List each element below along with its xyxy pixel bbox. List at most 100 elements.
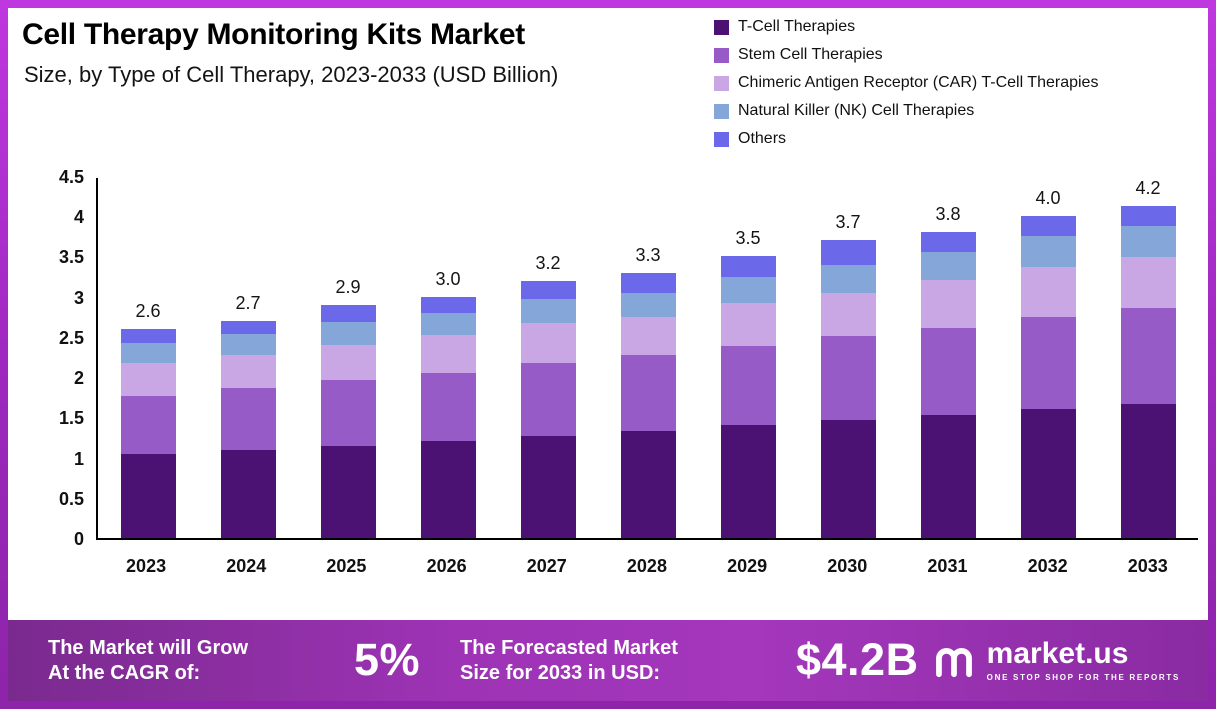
bar-total-label: 3.7 [835, 212, 861, 233]
y-axis-tick-label: 3.5 [58, 247, 84, 268]
bar-total-label: 4.2 [1135, 178, 1161, 198]
bar-segment [220, 354, 276, 388]
bar-column: 4.0 [1020, 178, 1076, 538]
x-axis: 2023 2024 2025 2026 2027 2028 2029 2030 2031 2032… [96, 556, 1198, 577]
bar-segment [820, 264, 876, 294]
legend-swatch-icon [714, 131, 729, 147]
legend-swatch-icon [714, 75, 729, 91]
marketus-logo-icon [935, 647, 972, 677]
bar-segment [520, 435, 576, 538]
bar-column: 3.2 [520, 178, 576, 538]
x-axis-label: 2033 [1127, 556, 1168, 576]
y-axis-tick-label: 4.5 [58, 167, 84, 187]
chart-title: Cell Therapy Monitoring Kits Market [22, 18, 525, 51]
bar-segment [220, 449, 276, 538]
bar-segment [920, 232, 976, 253]
bar-segment [1020, 408, 1076, 538]
bar-segment [520, 363, 576, 436]
bar-segment [1020, 266, 1076, 317]
marketus-logo: market.us ONE STOP SHOP FOR THE REPORTS [931, 639, 1180, 683]
bar-segment [520, 280, 576, 300]
y-axis-tick-label: 1.5 [58, 408, 84, 429]
bar-total-label: 2.9 [335, 276, 361, 297]
bar-column: 3.8 [920, 178, 976, 538]
bar-segment [520, 323, 576, 364]
y-axis-tick-label: 1 [73, 448, 84, 469]
legend-swatch-icon [714, 19, 729, 35]
footer-banner: The Market will Grow At the CAGR of: 5% … [8, 620, 1208, 701]
x-axis-label: 2029 [727, 556, 768, 576]
forecast-label: The Forecasted Market Size for 2033 in U… [460, 637, 678, 684]
y-axis-tick-label: 4 [73, 207, 84, 228]
x-axis-label: 2030 [827, 556, 868, 576]
bar-segment [1120, 257, 1176, 308]
bar-segment [920, 279, 976, 329]
bar-segment [220, 333, 276, 355]
x-axis-label: 2023 [126, 556, 167, 576]
bar-segment [820, 336, 876, 420]
bar-segment [1020, 216, 1076, 237]
bar-total-label: 3.3 [635, 244, 661, 265]
bar-segment [920, 414, 976, 538]
bar-segment [820, 419, 876, 538]
bar-total-label: 4.0 [1035, 188, 1061, 209]
bar-total-label: 2.7 [235, 292, 261, 313]
x-axis-label: 2028 [626, 556, 667, 576]
bar-segment [420, 335, 476, 374]
cagr-value: 5% [354, 634, 421, 685]
legend-label: T-Cell Therapies [738, 18, 856, 35]
bar-segment [420, 373, 476, 442]
bar-segment [620, 431, 676, 538]
legend-item: Others [714, 125, 1098, 153]
bar-total-label: 3.2 [535, 252, 561, 273]
bar-total-label: 3.8 [935, 204, 961, 225]
bar-segment [320, 344, 376, 381]
plot-area: 2.6 2.7 2.9 3.0 3.2 3.3 3.5 3.7 3.8 4.0 4.2 [96, 178, 1198, 540]
y-axis-tick-label: 3 [73, 287, 84, 308]
bar-segment [120, 395, 176, 455]
forecast-value: $4.2B [796, 634, 919, 685]
bar-segment [320, 446, 376, 538]
bar-segment [720, 345, 776, 425]
y-axis-tick-label: 0.5 [58, 488, 84, 509]
bar-segment [720, 256, 776, 277]
bar-segment [120, 454, 176, 538]
bar-segment [820, 293, 876, 337]
legend-item: T-Cell Therapies [714, 13, 1098, 41]
y-axis-tick-label: 2 [73, 368, 84, 389]
bar-segment [320, 304, 376, 323]
bar-segment [320, 322, 376, 345]
bar-column: 3.5 [720, 178, 776, 538]
bar-segment [220, 320, 276, 334]
bar-segment [920, 328, 976, 415]
y-axis-tick-label: 0 [73, 529, 84, 549]
bar-segment [1120, 403, 1176, 538]
bar-column: 2.6 [120, 178, 176, 538]
legend-item: Stem Cell Therapies [714, 41, 1098, 69]
bar-segment [420, 441, 476, 538]
cagr-label: The Market will Grow At the CAGR of: [48, 637, 249, 684]
bar-segment [620, 354, 676, 432]
bar-column: 3.7 [820, 178, 876, 538]
bar-segment [720, 276, 776, 304]
bar-segment [820, 240, 876, 265]
bar-segment [520, 299, 576, 324]
bar-total-label: 3.0 [435, 268, 461, 289]
brand-name: market.us [986, 637, 1129, 670]
bar-segment [420, 312, 476, 336]
bar-segment [620, 316, 676, 355]
bar-total-label: 2.6 [135, 300, 161, 321]
bar-segment [320, 380, 376, 447]
legend-item: Natural Killer (NK) Cell Therapies [714, 97, 1098, 125]
x-axis-label: 2032 [1027, 556, 1068, 576]
x-axis-label: 2024 [226, 556, 267, 576]
x-axis-label: 2025 [326, 556, 367, 576]
bar-segment [420, 296, 476, 313]
bar-segment [620, 272, 676, 293]
bar-segment [220, 387, 276, 450]
brand-text: market.us ONE STOP SHOP FOR THE REPORTS [986, 637, 1180, 683]
legend-label: Chimeric Antigen Receptor (CAR) T-Cell T… [738, 74, 1099, 91]
chart-subtitle: Size, by Type of Cell Therapy, 2023-2033… [24, 62, 559, 87]
bar-column: 2.9 [320, 178, 376, 538]
